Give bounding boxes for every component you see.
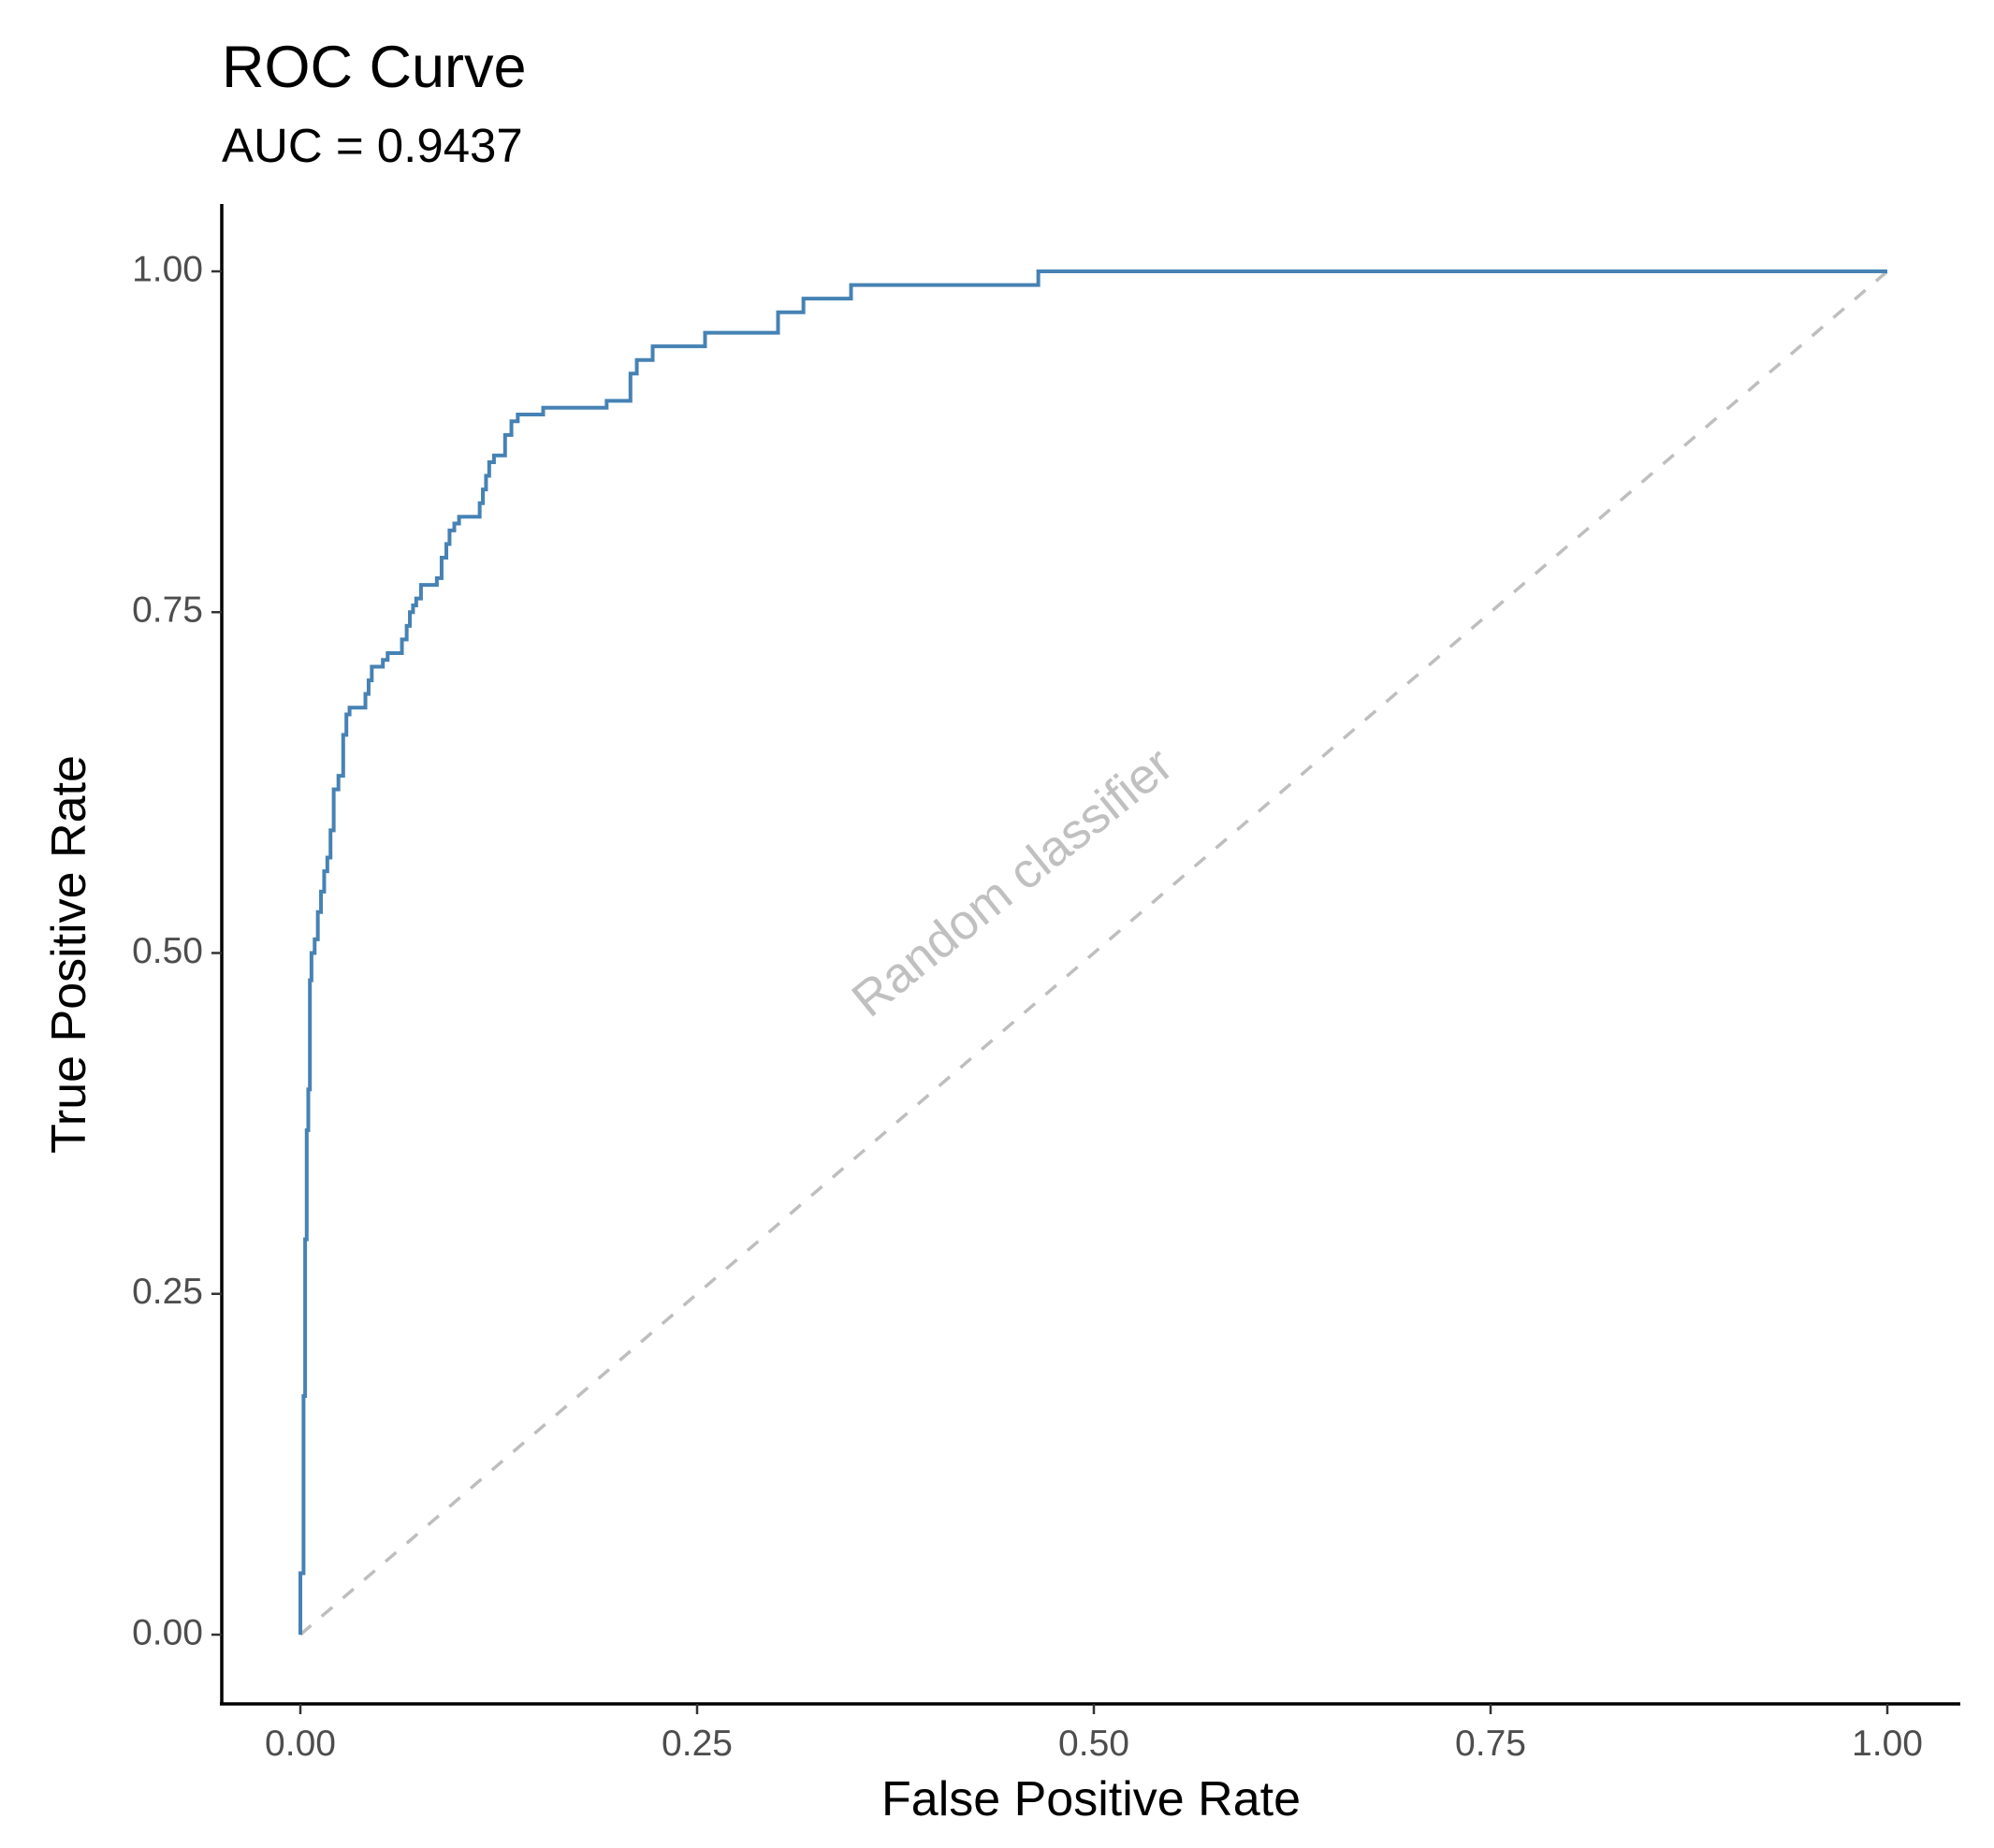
chart-title: ROC Curve: [222, 35, 527, 100]
y-tick-label: 1.00: [132, 249, 203, 289]
y-axis-title: True Positive Rate: [42, 755, 96, 1154]
x-axis-ticks: 0.00 0.25 0.50 0.75 1.00: [265, 1704, 1923, 1764]
y-tick-label: 0.00: [132, 1612, 203, 1652]
x-tick-label: 0.75: [1455, 1724, 1526, 1764]
random-classifier-line: [298, 269, 1889, 1637]
y-tick-label: 0.75: [132, 590, 203, 631]
x-axis-title: False Positive Rate: [881, 1772, 1301, 1826]
x-tick-label: 0.00: [265, 1724, 336, 1764]
y-axis-ticks: 0.00 0.25 0.50 0.75 1.00: [132, 249, 222, 1652]
y-tick-label: 0.25: [132, 1272, 203, 1312]
x-tick-label: 0.25: [662, 1724, 733, 1764]
plot-area: Random classifier: [298, 269, 1889, 1637]
y-tick-label: 0.50: [132, 931, 203, 971]
chart-subtitle: AUC = 0.9437: [222, 119, 523, 172]
x-tick-label: 0.50: [1058, 1724, 1129, 1764]
x-tick-label: 1.00: [1852, 1724, 1923, 1764]
random-classifier-label: Random classifier: [842, 736, 1183, 1027]
roc-curve-line: [298, 269, 1887, 1635]
